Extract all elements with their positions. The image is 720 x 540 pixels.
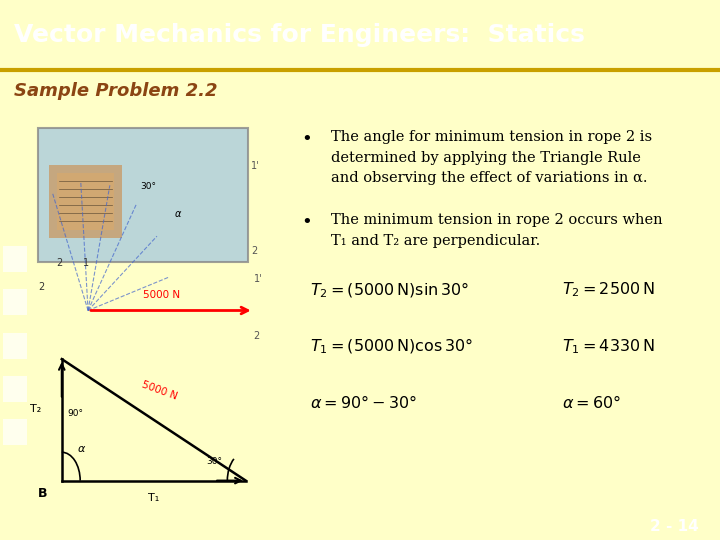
- Text: 1': 1': [253, 274, 262, 284]
- Text: B: B: [38, 487, 48, 500]
- Text: α: α: [175, 210, 181, 219]
- Bar: [3, 246, 27, 272]
- Text: Vector Mechanics for Engineers:  Statics: Vector Mechanics for Engineers: Statics: [14, 23, 585, 47]
- Text: T₁: T₁: [148, 493, 159, 503]
- Text: $T_1 = (5000\,\mathrm{N})\cos 30°$: $T_1 = (5000\,\mathrm{N})\cos 30°$: [310, 337, 473, 356]
- Text: The minimum tension in rope 2 occurs when: The minimum tension in rope 2 occurs whe…: [331, 213, 663, 227]
- Text: $T_2 = (5000\,\mathrm{N})\sin 30°$: $T_2 = (5000\,\mathrm{N})\sin 30°$: [310, 280, 469, 300]
- Bar: [56, 173, 114, 230]
- Text: $\alpha = 90° - 30°$: $\alpha = 90° - 30°$: [310, 394, 417, 410]
- Text: •: •: [302, 130, 312, 148]
- Text: $T_1 = 4330\,\mathrm{N}$: $T_1 = 4330\,\mathrm{N}$: [562, 337, 654, 355]
- Text: 5000 N: 5000 N: [140, 380, 178, 402]
- Text: 2: 2: [38, 282, 45, 292]
- Text: 1: 1: [83, 258, 89, 268]
- Text: 2: 2: [253, 331, 260, 341]
- Text: 1': 1': [251, 161, 260, 171]
- Bar: [3, 376, 27, 402]
- Text: 2 - 14: 2 - 14: [649, 519, 698, 534]
- Bar: [3, 289, 27, 315]
- Text: 2: 2: [56, 258, 63, 268]
- Bar: [3, 333, 27, 359]
- Text: 2: 2: [251, 246, 257, 256]
- Text: determined by applying the Triangle Rule: determined by applying the Triangle Rule: [331, 151, 642, 165]
- Text: •: •: [302, 213, 312, 231]
- Text: α: α: [78, 444, 85, 454]
- Text: and observing the effect of variations in α.: and observing the effect of variations i…: [331, 171, 648, 185]
- Bar: [49, 165, 122, 238]
- Text: 30°: 30°: [207, 457, 222, 467]
- Text: 30°: 30°: [140, 182, 157, 191]
- Bar: [3, 419, 27, 445]
- Text: 90°: 90°: [67, 409, 83, 418]
- Text: $T_2 = 2500\,\mathrm{N}$: $T_2 = 2500\,\mathrm{N}$: [562, 280, 654, 299]
- Text: 5000 N: 5000 N: [143, 291, 180, 300]
- Bar: [38, 128, 248, 262]
- Text: The angle for minimum tension in rope 2 is: The angle for minimum tension in rope 2 …: [331, 130, 652, 144]
- Text: Sample Problem 2.2: Sample Problem 2.2: [14, 82, 218, 100]
- Text: T₁ and T₂ are perpendicular.: T₁ and T₂ are perpendicular.: [331, 233, 541, 247]
- Text: $\alpha = 60°$: $\alpha = 60°$: [562, 394, 621, 410]
- Text: T₂: T₂: [30, 404, 41, 414]
